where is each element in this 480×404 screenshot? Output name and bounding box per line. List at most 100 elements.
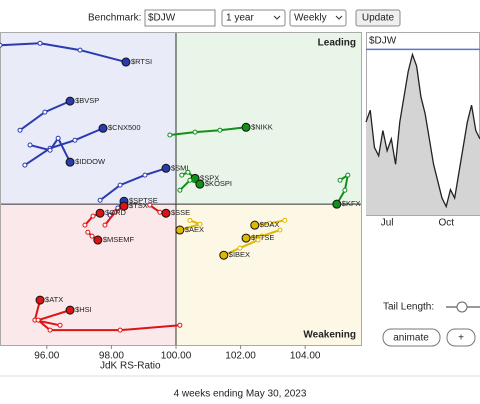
mini-title: $DJW: [369, 36, 397, 47]
head-point: [65, 157, 75, 167]
head-point: [65, 305, 75, 315]
symbol-label: $BVSP: [75, 96, 99, 105]
tail-point: [117, 182, 123, 188]
x-tick-label: 102.00: [225, 351, 256, 362]
symbol-label: $AEX: [185, 225, 204, 234]
tail-point: [57, 322, 63, 328]
tail-point: [0, 42, 3, 48]
tail: [335, 172, 350, 205]
plot-border: [0, 32, 362, 346]
tail-point: [90, 213, 96, 219]
head-point: [93, 235, 103, 245]
area: [366, 54, 480, 216]
symbol-label: $CNX500: [108, 123, 141, 132]
head-point: [95, 208, 105, 218]
symbol-label: $TSX: [129, 201, 148, 210]
update-label: Update: [362, 13, 395, 24]
tail-point: [142, 172, 148, 178]
period-select[interactable]: [221, 9, 286, 27]
head-point: [195, 179, 205, 189]
select-arrow: [335, 15, 343, 20]
head-point: [35, 295, 45, 305]
tail-point: [82, 222, 88, 228]
tail-point: [177, 187, 183, 193]
leading-label: Leading: [318, 38, 356, 49]
tail-point: [185, 169, 191, 175]
head-point: [65, 96, 75, 106]
head-point: [332, 199, 342, 209]
plus-button[interactable]: [446, 328, 476, 347]
head-point: [241, 122, 251, 132]
symbol-label: $IDDOW: [75, 157, 106, 166]
symbol-label: $FTSE: [251, 233, 274, 242]
head-point: [241, 233, 251, 243]
symbol-label: $NIKK: [251, 122, 273, 131]
animate-button[interactable]: [382, 328, 441, 347]
select-arrow: [273, 15, 281, 20]
weakening-label: Weakening: [303, 330, 356, 341]
head-point: [121, 57, 131, 67]
tail-point: [177, 322, 183, 328]
tail: [24, 127, 104, 166]
symbol-label: $SPX: [200, 173, 219, 182]
quadrant-leading: [175, 32, 362, 205]
tail-point: [237, 245, 243, 251]
symbol-label: $SSE: [171, 208, 190, 217]
frequency-value: Weekly: [294, 13, 327, 24]
tail-slider-handle[interactable]: [456, 301, 468, 313]
tail-point: [102, 222, 108, 228]
tail-point: [117, 327, 123, 333]
x-tick-label: Jul: [381, 218, 394, 229]
tail-point: [342, 187, 348, 193]
symbol-label: $DAX: [260, 220, 280, 229]
quadrant-lagging: [0, 204, 176, 345]
head-point: [175, 225, 185, 235]
quadrant-weakening: [175, 204, 362, 345]
tail-point: [42, 109, 48, 115]
tail-point: [27, 142, 33, 148]
tail-point: [112, 209, 118, 215]
symbol-label: $ORD: [105, 208, 126, 217]
animate-label: animate: [393, 333, 429, 344]
tail-point: [157, 209, 163, 215]
tail: [99, 167, 167, 202]
tail-point: [217, 127, 223, 133]
head-point: [161, 163, 171, 173]
benchmark-value: $DJW: [148, 13, 176, 24]
benchmark-label: Benchmark:: [88, 13, 141, 24]
x-tick-label: 100.00: [161, 351, 192, 362]
tail-point: [192, 129, 198, 135]
symbol-label: $KFX: [342, 199, 361, 208]
footer: 4 weeks ending May 30, 2023: [174, 389, 307, 400]
tail-point: [37, 40, 43, 46]
frequency-select[interactable]: [289, 9, 347, 27]
tail-point: [187, 217, 193, 223]
benchmark-input[interactable]: [144, 9, 216, 27]
update-button[interactable]: [355, 9, 401, 27]
line: [365, 52, 480, 209]
symbol-label: $IBEX: [229, 250, 250, 259]
symbol-label: $SPTSE: [129, 196, 158, 205]
tail: [29, 136, 71, 163]
tail-point: [167, 132, 173, 138]
x-axis-label: JdK RS-Ratio: [100, 361, 161, 372]
head-point: [161, 208, 171, 218]
tail-point: [55, 135, 61, 141]
period-value: 1 year: [226, 13, 254, 24]
tail-point: [197, 221, 203, 227]
tail-point: [345, 172, 351, 178]
x-tick-label: 98.00: [99, 351, 124, 362]
x-tick-label: 104.00: [290, 351, 321, 362]
tail-point: [22, 162, 28, 168]
symbol-label: $RTSI: [131, 57, 152, 66]
symbol-label: $MSEMF: [103, 235, 135, 244]
tail-point: [259, 233, 265, 239]
tail-point: [77, 47, 83, 53]
head-point: [250, 220, 260, 230]
head-point: [119, 201, 129, 211]
tail-point: [35, 317, 41, 323]
symbol-label: $SMI: [171, 163, 189, 172]
tail-point: [179, 172, 185, 178]
symbol-label: $HSI: [75, 305, 92, 314]
